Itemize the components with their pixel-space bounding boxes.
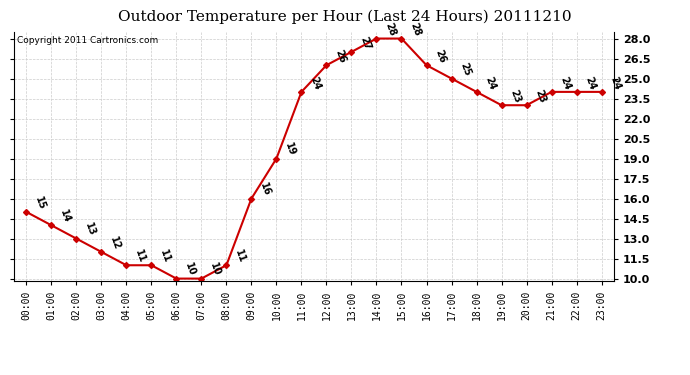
Text: 15: 15: [33, 195, 47, 211]
Text: 28: 28: [408, 21, 422, 38]
Text: Outdoor Temperature per Hour (Last 24 Hours) 20111210: Outdoor Temperature per Hour (Last 24 Ho…: [118, 9, 572, 24]
Text: 10: 10: [184, 262, 197, 278]
Text: 28: 28: [384, 21, 397, 38]
Text: 11: 11: [158, 248, 172, 264]
Text: 13: 13: [83, 222, 97, 238]
Text: Copyright 2011 Cartronics.com: Copyright 2011 Cartronics.com: [17, 36, 158, 45]
Text: 19: 19: [284, 142, 297, 158]
Text: 11: 11: [133, 248, 147, 264]
Text: 25: 25: [458, 62, 473, 78]
Text: 24: 24: [584, 75, 598, 91]
Text: 26: 26: [433, 48, 447, 64]
Text: 24: 24: [308, 75, 322, 91]
Text: 14: 14: [58, 209, 72, 225]
Text: 24: 24: [484, 75, 497, 91]
Text: 26: 26: [333, 48, 347, 64]
Text: 11: 11: [233, 248, 247, 264]
Text: 24: 24: [609, 75, 622, 91]
Text: 23: 23: [509, 88, 522, 105]
Text: 16: 16: [258, 182, 273, 198]
Text: 27: 27: [358, 35, 373, 51]
Text: 24: 24: [558, 75, 573, 91]
Text: 23: 23: [533, 88, 547, 105]
Text: 12: 12: [108, 235, 122, 251]
Text: 10: 10: [208, 262, 222, 278]
